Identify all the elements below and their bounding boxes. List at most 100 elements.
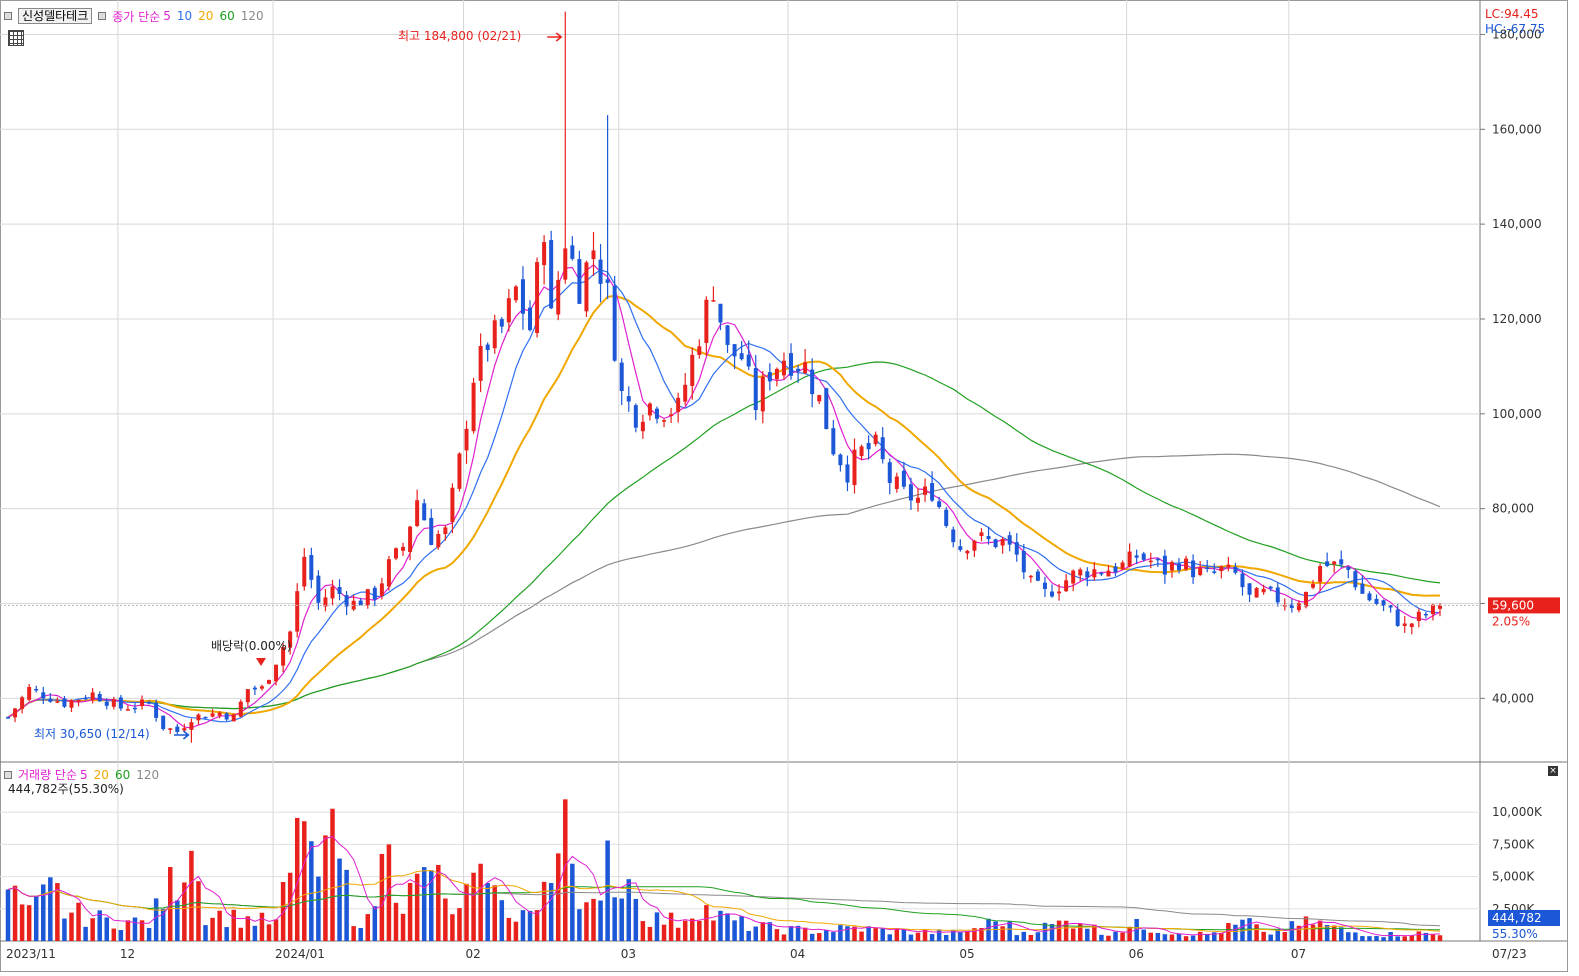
volume-bar [965,931,970,941]
candle-body [457,453,462,489]
candle-body [612,285,617,361]
volume-bar [1296,925,1302,941]
volume-bar [323,835,328,941]
x-tick-label: 12 [120,947,135,961]
candle-body [1339,559,1344,565]
volume-ma120-label[interactable]: 120 [136,767,160,782]
candle-body [217,712,222,716]
volume-bar [661,924,667,941]
candle-body [753,368,758,411]
candle-body [499,319,504,327]
candle-body [1162,555,1167,575]
ma20-label[interactable]: 20 [198,9,214,23]
candle-body [887,462,892,483]
candle-body [302,556,307,587]
candle-body [97,693,102,702]
candle-body [1367,593,1372,601]
candle-body [443,527,448,535]
volume-ma-label[interactable]: 거래량 단순 [18,768,78,782]
candle-body [584,262,589,312]
volume-bar [1381,937,1386,941]
volume-bar [1014,935,1019,941]
volume-bar [668,912,674,941]
candle-body [337,587,342,594]
candle-body [605,279,610,283]
volume-bar [1430,934,1436,941]
candle-body [746,354,751,367]
volume-bar [139,920,145,941]
volume-ma60-label[interactable]: 60 [114,767,131,782]
volume-bar [929,934,935,941]
volume-bar [104,917,110,941]
candle-body [1184,558,1189,570]
ma5-label[interactable]: 5 [163,9,171,23]
candle-body [683,384,688,402]
candle-body [281,647,286,666]
volume-bar [344,869,349,941]
volume-bar [400,913,406,941]
candle-body [1275,587,1280,603]
volume-bar [33,896,39,941]
candle-body [20,697,25,709]
volume-bar [675,927,681,941]
volume-bar [1148,932,1154,941]
volume-bar [654,912,660,941]
volume-bar [922,929,928,941]
dividend-marker-icon [256,658,266,666]
low-annotation: 최저 30,650 (12/14) [34,727,150,741]
ma10-line [7,269,1441,723]
candle-body [923,486,928,495]
close-icon[interactable]: × [1548,766,1558,776]
candle-body [1402,623,1407,626]
price-ma-label[interactable]: 종가 단순 [112,9,161,24]
ma120-line [7,453,1441,718]
price-tick-label: 140,000 [1492,217,1542,231]
candle-body [796,368,801,372]
candle-body [161,715,166,730]
candle-body [1205,567,1210,569]
current-volume-value: 444,782 [1492,911,1542,925]
candle-body [838,454,843,466]
candle-body [760,376,765,412]
current-volume-ratio: 55.30% [1492,927,1538,941]
volume-tick-label: 5,000K [1492,870,1535,884]
ma120-label[interactable]: 120 [240,9,264,23]
volume-bar [1183,936,1189,941]
volume-bar [224,927,229,941]
volume-bar [788,926,794,941]
candle-body [118,697,123,709]
volume-ma5-label[interactable]: 5 [80,767,88,782]
high-annotation: 최고 184,800 (02/21) [398,29,522,43]
volume-tick-label: 7,500K [1492,837,1535,851]
ma60-label[interactable]: 60 [219,9,235,23]
volume-bar [1035,932,1041,941]
volume-ma20-label[interactable]: 20 [93,767,109,782]
candle-body [1014,542,1019,555]
stock-name[interactable]: 신성델타테크 [18,8,93,24]
volume-bar [584,902,589,941]
candle-body [393,548,398,559]
calculator-icon[interactable] [8,30,24,46]
candle-body [1134,555,1139,558]
candle-body [478,345,483,381]
candle-body [90,692,95,700]
volume-bar [1402,936,1407,941]
candle-body [908,484,913,501]
candle-body [1071,570,1076,584]
volume-bar [379,853,385,941]
volume-bar [626,879,632,941]
volume-bar [76,902,81,941]
candle-body [1155,558,1160,561]
ma10-label[interactable]: 10 [176,9,193,23]
volume-bar [111,928,117,941]
candle-body [1240,573,1245,588]
candle-body [1346,567,1351,570]
candle-body [979,532,984,536]
candle-body [69,700,74,708]
volume-chart-header: 거래량 단순 5 20 60 120 [4,766,159,783]
volume-bar [245,916,251,941]
volume-bar [951,929,956,941]
candle-body [1318,566,1323,582]
